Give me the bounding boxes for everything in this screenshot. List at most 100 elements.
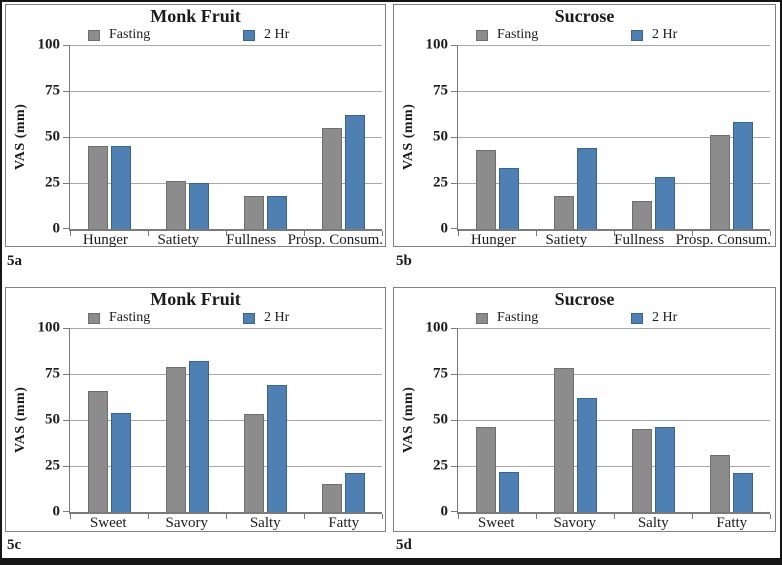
y-tick-mark [451, 511, 458, 512]
legend-label: Fasting [109, 310, 151, 325]
y-tick-label: 25 [45, 457, 60, 474]
fasting-bar-prosp-consum [709, 135, 730, 229]
y-tick-mark [63, 420, 70, 421]
x-tick-mark [226, 231, 227, 236]
2-hr-legend-swatch [631, 312, 643, 324]
y-tick-label: 75 [433, 365, 448, 382]
bar-group-salty [614, 328, 692, 512]
y-tick-label: 25 [433, 174, 448, 191]
gridline-100 [70, 45, 382, 46]
gridline-50 [458, 137, 770, 138]
x-axis-labels: Hunger Satiety Fullness Prosp. Consum. [69, 233, 383, 248]
x-tick-mark [770, 514, 771, 519]
gridline-25 [458, 466, 770, 467]
x-tick-mark [70, 231, 71, 236]
fasting-bar-salty [243, 414, 264, 512]
legend-entry-2-hr: 2 Hr [631, 311, 677, 325]
x-tick-mark [770, 231, 771, 236]
x-tick-mark [226, 514, 227, 519]
bar-group-savory [148, 328, 226, 512]
bar-group-prosp-consum [304, 45, 382, 229]
2-hr-bar-prosp-consum [732, 122, 753, 229]
y-tick-mark [63, 374, 70, 375]
fasting-bar-sweet [87, 390, 108, 512]
chart-title: Sucrose [554, 6, 615, 26]
gridline-25 [70, 466, 382, 467]
fasting-bar-satiety [165, 181, 186, 229]
gridline-50 [70, 137, 382, 138]
2-hr-bar-fatty [732, 473, 753, 512]
gridline-75 [70, 91, 382, 92]
category-label-fullness: Fullness [614, 232, 665, 248]
bars-layer [70, 328, 382, 512]
legend-entry-2-hr: 2 Hr [243, 311, 289, 325]
category-label-hunger: Hunger [82, 232, 128, 248]
2-hr-bar-salty [266, 385, 287, 512]
bars-layer [458, 328, 770, 512]
plot-area: 100 75 50 25 0 [38, 37, 383, 236]
plot-area: 100 75 50 25 0 [426, 320, 771, 519]
x-tick-mark [458, 514, 459, 519]
gridline-100 [70, 328, 382, 329]
legend-label: 2 Hr [264, 310, 290, 325]
x-tick-mark [692, 231, 693, 236]
bar-group-fatty [304, 328, 382, 512]
gridline-75 [70, 374, 382, 375]
gridline-25 [458, 183, 770, 184]
gridline-50 [70, 420, 382, 421]
chart-panel-5d: Sucrose Fasting 2 Hr VAS (mm) 100 75 50 25 0 Swee… [393, 287, 776, 532]
2-hr-bar-satiety [576, 148, 597, 229]
2-hr-bar-fatty [344, 473, 365, 512]
2-hr-legend-swatch [631, 29, 643, 41]
gridline-25 [70, 183, 382, 184]
x-tick-mark [148, 231, 149, 236]
category-label-savory: Savory [165, 515, 209, 531]
legend-label: Fasting [497, 310, 539, 325]
2-hr-bar-satiety [188, 183, 209, 229]
bar-group-fullness [614, 45, 692, 229]
fasting-legend-swatch [476, 312, 488, 324]
y-tick-mark [451, 374, 458, 375]
y-tick-mark [451, 183, 458, 184]
chart-panel-5c: Monk Fruit Fasting 2 Hr VAS (mm) 100 75 50 25 0 S… [5, 287, 386, 532]
x-tick-mark [614, 231, 615, 236]
panel-label-5d: 5d [396, 537, 412, 553]
x-tick-mark [692, 514, 693, 519]
fasting-bar-savory [165, 366, 186, 512]
category-label-satiety: Satiety [157, 232, 200, 248]
x-tick-mark [382, 514, 383, 519]
category-label-fullness: Fullness [226, 232, 277, 248]
x-tick-mark [536, 514, 537, 519]
bars-layer [70, 45, 382, 229]
2-hr-bar-fullness [654, 177, 675, 229]
fasting-legend-swatch [88, 29, 100, 41]
2-hr-bar-salty [654, 427, 675, 512]
2-hr-bar-prosp-consum [344, 114, 365, 229]
2-hr-bar-savory [188, 361, 209, 512]
2-hr-bar-hunger [498, 168, 519, 229]
bar-group-savory [536, 328, 614, 512]
bar-group-salty [226, 328, 304, 512]
2-hr-bar-sweet [110, 412, 131, 512]
fasting-legend-swatch [88, 312, 100, 324]
fasting-bar-prosp-consum [321, 127, 342, 229]
category-label-satiety: Satiety [545, 232, 588, 248]
y-tick-label: 50 [433, 128, 448, 145]
y-tick-label: 75 [45, 365, 60, 382]
y-tick-mark [451, 228, 458, 229]
y-tick-label: 100 [37, 36, 61, 53]
y-tick-mark [451, 328, 458, 329]
gridline-100 [458, 328, 770, 329]
panel-label-5a: 5a [7, 253, 22, 269]
gridline-75 [458, 374, 770, 375]
chart-panel-5a: Monk Fruit Fasting 2 Hr VAS (mm) 100 75 50 25 0 H… [5, 4, 386, 248]
legend-entry-fasting: Fasting [88, 28, 150, 42]
y-tick-mark [451, 420, 458, 421]
x-tick-mark [148, 514, 149, 519]
panel-label-5c: 5c [7, 537, 22, 553]
bar-group-prosp-consum [692, 45, 770, 229]
y-tick-label: 0 [440, 220, 449, 237]
legend-entry-fasting: Fasting [88, 311, 150, 325]
2-hr-bar-fullness [266, 195, 287, 229]
